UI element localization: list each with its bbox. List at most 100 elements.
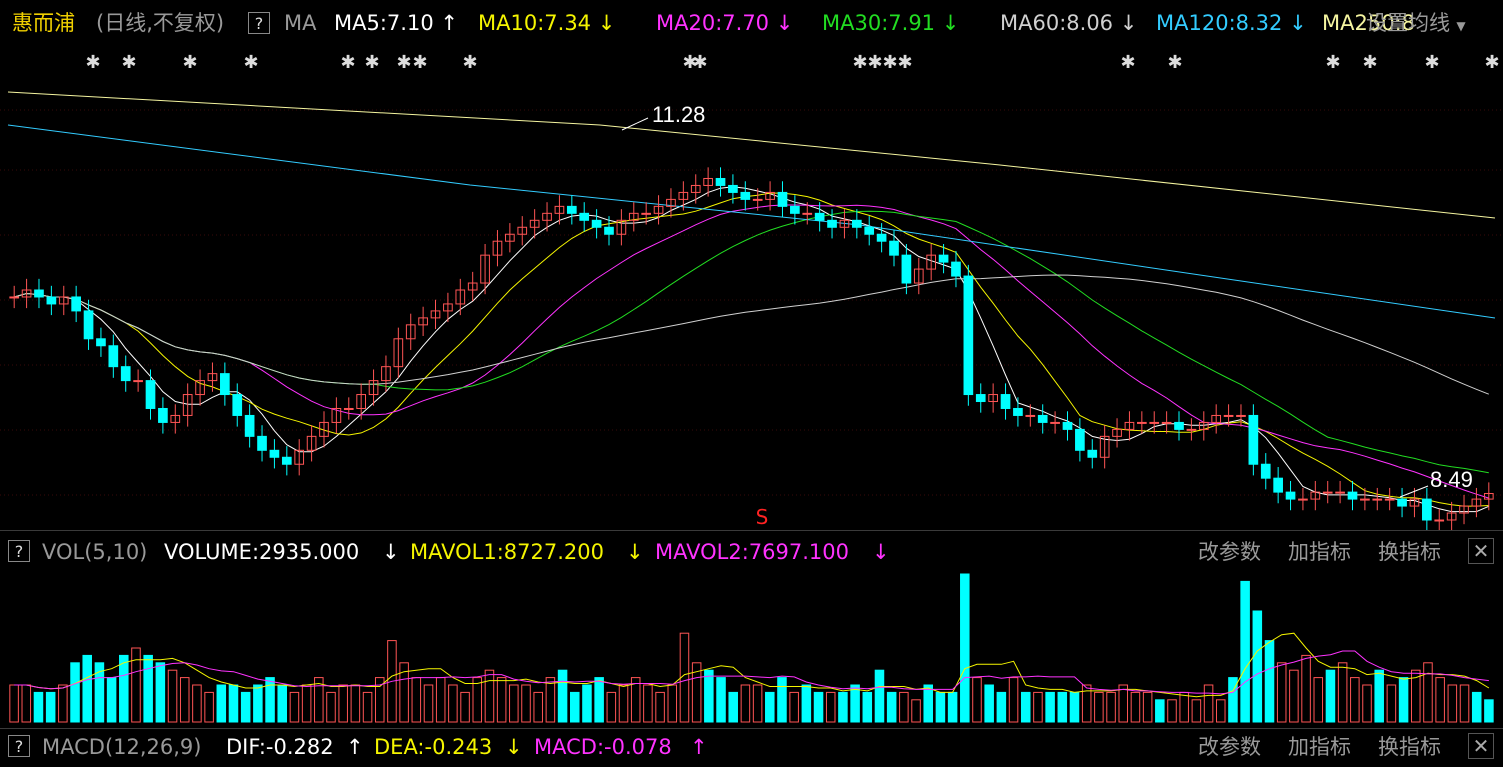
- volume-bar: [777, 677, 787, 723]
- candle-body: [988, 394, 998, 403]
- volume-bar: [886, 691, 897, 723]
- vol-title: VOL(5,10): [42, 540, 148, 564]
- vol-add-indicator-button[interactable]: 加指标: [1288, 540, 1351, 564]
- volume-bar: [960, 573, 970, 723]
- volume-bar: [667, 684, 678, 723]
- volume-bar: [240, 691, 251, 723]
- volume-bar: [1374, 669, 1384, 723]
- volume-bar: [179, 677, 190, 723]
- candle-body: [1174, 421, 1184, 430]
- event-marker-icon: ✱: [1325, 52, 1340, 73]
- low-label-pointer: [1399, 485, 1429, 498]
- high-label-pointer: [621, 117, 649, 131]
- volume-bar: [1484, 699, 1494, 723]
- volume-bar: [740, 684, 751, 723]
- volume-bar: [167, 669, 178, 723]
- candle-body: [1087, 449, 1098, 458]
- macd-switch-indicator-button[interactable]: 换指标: [1378, 735, 1441, 759]
- vol-switch-indicator-button[interactable]: 换指标: [1378, 540, 1441, 564]
- volume-bar: [45, 691, 56, 723]
- candle-body: [1161, 421, 1172, 424]
- settings-ma-button[interactable]: 设置均线 ▼: [1366, 11, 1466, 35]
- volume-bar: [1155, 699, 1165, 723]
- candle-body: [133, 380, 143, 383]
- main-help-button[interactable]: ?: [248, 12, 270, 34]
- candle-body: [1471, 498, 1482, 507]
- volume-bar: [448, 684, 458, 723]
- candle-body: [232, 394, 243, 416]
- vol-close-icon[interactable]: ✕: [1468, 538, 1494, 564]
- macd-title: MACD(12,26,9): [42, 735, 202, 759]
- event-marker-icon: ✱: [682, 52, 697, 73]
- volume-bar: [106, 677, 117, 723]
- candle-body: [443, 303, 453, 312]
- candle-body: [356, 394, 366, 409]
- candle-body: [1347, 491, 1358, 500]
- event-marker-icon: ✱: [364, 52, 379, 73]
- macd-macd: MACD:-0.078: [534, 735, 672, 759]
- macd-params-button[interactable]: 改参数: [1198, 735, 1261, 759]
- candle-body: [1285, 491, 1296, 500]
- volume-bar: [752, 684, 763, 723]
- candle-body: [1037, 414, 1048, 423]
- event-marker-icon: ✱: [852, 52, 867, 73]
- volume-bar: [533, 691, 543, 723]
- candle-body: [542, 212, 552, 221]
- candle-body: [1149, 421, 1160, 424]
- vol-help-button[interactable]: ?: [8, 540, 30, 562]
- candle-body: [108, 345, 119, 368]
- volume-bar: [984, 684, 994, 723]
- volume-bar: [643, 684, 653, 723]
- candle-body: [244, 414, 255, 437]
- candle-body: [591, 219, 602, 228]
- event-marker-icon: ✱: [462, 52, 477, 73]
- volume-bar: [1008, 677, 1019, 723]
- volume-bar: [21, 684, 32, 723]
- volume-bar: [423, 684, 434, 723]
- macd-dea: DEA:-0.243: [374, 735, 493, 759]
- volume-bar: [704, 669, 714, 723]
- volume-bar: [521, 684, 531, 723]
- candle-body: [728, 184, 738, 193]
- volume-bar: [509, 684, 519, 723]
- candle-body: [1372, 498, 1383, 501]
- volume-bar: [594, 677, 604, 723]
- candle-body: [1446, 512, 1457, 521]
- macd-add-indicator-button[interactable]: 加指标: [1288, 735, 1351, 759]
- candle-body: [1062, 421, 1073, 430]
- candle-body: [1236, 414, 1246, 417]
- volume-bar: [911, 699, 921, 723]
- macd-header: ? MACD(12,26,9) DIF:-0.282 ↑ DEA:-0.243 …: [0, 732, 1503, 762]
- macd-close-icon[interactable]: ✕: [1468, 733, 1494, 759]
- volume-bar: [935, 691, 946, 723]
- candle-body: [418, 317, 428, 326]
- event-marker-icon: ✱: [412, 52, 427, 73]
- candle-body: [529, 219, 540, 228]
- candle-body: [46, 296, 57, 305]
- candle-body: [963, 275, 974, 396]
- candle-body: [1000, 394, 1011, 409]
- candle-body: [889, 240, 899, 256]
- candle-body: [975, 394, 986, 403]
- candle-body: [393, 338, 404, 368]
- volume-bar: [838, 691, 848, 723]
- event-marker-icon: ✱: [692, 52, 707, 73]
- volume-bar: [582, 684, 592, 723]
- candle-body: [1099, 435, 1110, 458]
- candle-body: [294, 449, 305, 465]
- macd-macd-arrow: ↑: [690, 735, 708, 759]
- vol-params-button[interactable]: 改参数: [1198, 540, 1261, 564]
- volume-bar: [1350, 677, 1360, 723]
- volume-bar: [1228, 677, 1238, 723]
- candle-body: [1186, 428, 1197, 431]
- candle-body: [765, 191, 775, 200]
- stock-name: 惠而浦: [12, 11, 75, 35]
- ma-line: [14, 192, 1489, 507]
- volume-bar: [1411, 669, 1421, 723]
- volume-bar: [338, 684, 348, 723]
- candle-body: [269, 449, 280, 458]
- macd-help-button[interactable]: ?: [8, 735, 30, 757]
- volume-bar: [374, 677, 385, 723]
- volume-bar: [265, 677, 275, 723]
- ma-legend-item: MA5:7.10 ↑: [334, 11, 458, 35]
